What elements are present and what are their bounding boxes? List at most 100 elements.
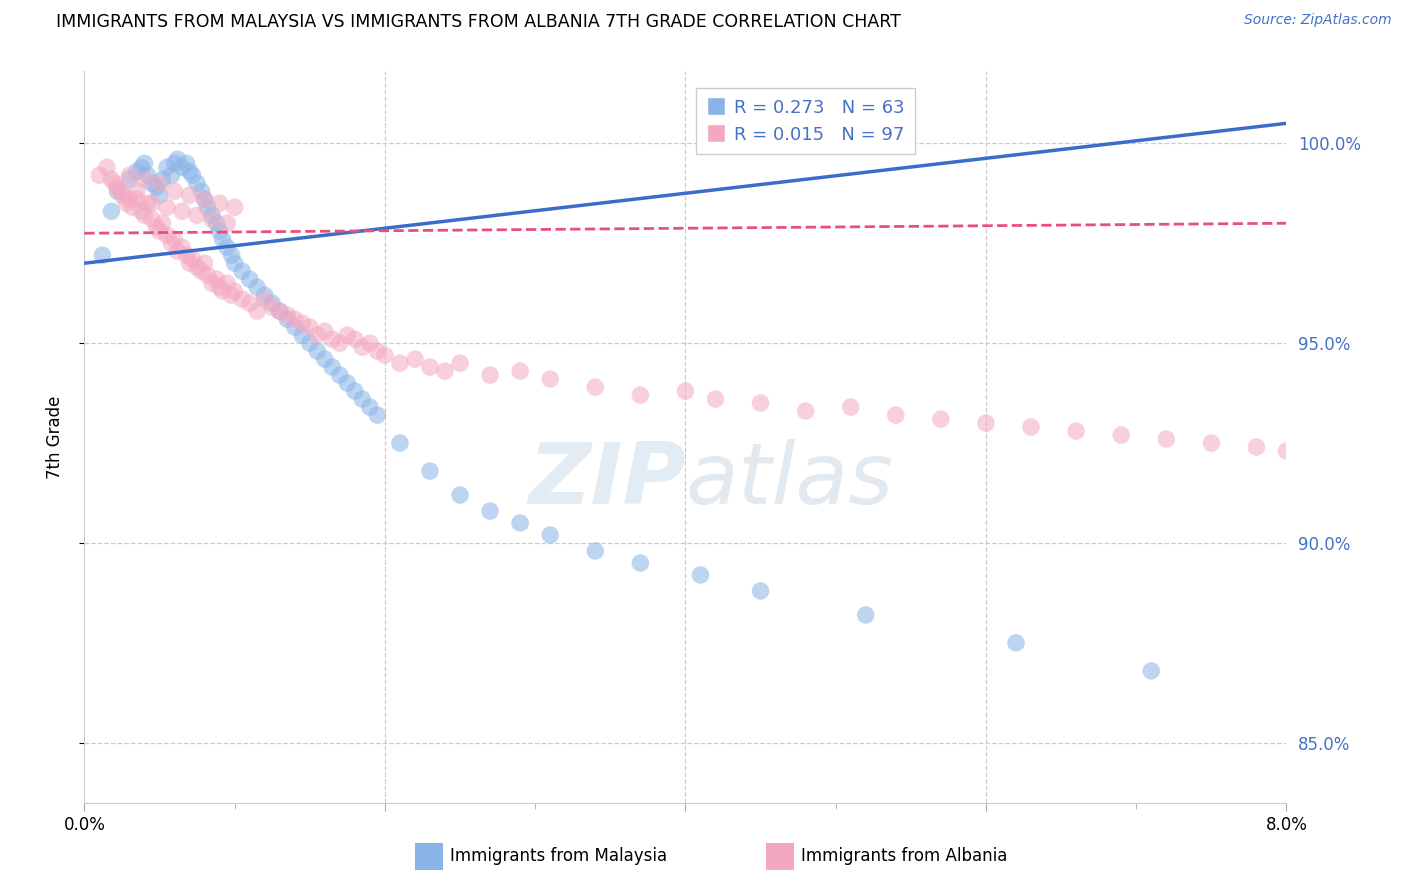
Text: Immigrants from Albania: Immigrants from Albania	[801, 847, 1008, 865]
Point	[479, 368, 502, 383]
Point	[704, 392, 727, 406]
Point	[186, 260, 208, 275]
Point	[148, 176, 170, 190]
Point	[91, 248, 114, 262]
Point	[125, 184, 148, 198]
Point	[231, 264, 253, 278]
Point	[134, 156, 156, 170]
Point	[160, 236, 183, 251]
Point	[329, 368, 352, 383]
Point	[141, 176, 163, 190]
Point	[269, 304, 291, 318]
Point	[689, 568, 711, 582]
Point	[628, 388, 651, 402]
Text: IMMIGRANTS FROM MALAYSIA VS IMMIGRANTS FROM ALBANIA 7TH GRADE CORRELATION CHART: IMMIGRANTS FROM MALAYSIA VS IMMIGRANTS F…	[56, 13, 901, 31]
Point	[352, 392, 374, 406]
Point	[253, 292, 276, 306]
Point	[262, 296, 284, 310]
Point	[336, 328, 359, 343]
Point	[205, 216, 228, 230]
Point	[136, 196, 159, 211]
Point	[152, 172, 174, 186]
Point	[107, 180, 129, 194]
Point	[749, 584, 772, 599]
Point	[125, 164, 148, 178]
Point	[141, 196, 163, 211]
Point	[190, 264, 212, 278]
Point	[374, 348, 396, 362]
Point	[224, 200, 246, 214]
Point	[449, 488, 471, 502]
Point	[131, 204, 153, 219]
Point	[794, 404, 817, 418]
Point	[224, 256, 246, 270]
Point	[148, 224, 170, 238]
Point	[284, 312, 307, 326]
Point	[118, 172, 141, 186]
Point	[284, 320, 307, 334]
Point	[262, 300, 284, 314]
Point	[884, 408, 907, 422]
Point	[509, 364, 531, 378]
Point	[208, 224, 231, 238]
Point	[201, 208, 224, 222]
Point	[179, 188, 201, 202]
Point	[170, 240, 193, 254]
Point	[1156, 432, 1178, 446]
Point	[419, 464, 441, 478]
Point	[749, 396, 772, 410]
Point	[974, 416, 997, 430]
Point	[419, 360, 441, 375]
Point	[1109, 428, 1132, 442]
Point	[181, 169, 204, 183]
Point	[479, 504, 502, 518]
Point	[583, 380, 606, 394]
Legend: R = 0.273   N = 63, R = 0.015   N = 97: R = 0.273 N = 63, R = 0.015 N = 97	[696, 87, 915, 154]
Point	[246, 280, 269, 294]
Point	[197, 200, 219, 214]
Point	[343, 384, 366, 398]
Point	[134, 208, 156, 222]
Point	[538, 372, 561, 386]
Point	[224, 284, 246, 298]
Point	[156, 161, 179, 175]
Point	[170, 161, 193, 175]
Point	[194, 192, 217, 206]
Point	[538, 528, 561, 542]
Point	[201, 276, 224, 290]
Point	[675, 384, 697, 398]
Point	[190, 184, 212, 198]
Point	[176, 156, 198, 170]
Point	[1246, 440, 1268, 454]
Point	[239, 272, 262, 286]
Point	[107, 184, 129, 198]
Bar	[415, 843, 443, 870]
Point	[276, 312, 298, 326]
Point	[118, 169, 141, 183]
Point	[208, 196, 231, 211]
Point	[156, 228, 179, 243]
Point	[89, 169, 111, 183]
Point	[231, 292, 253, 306]
Point	[246, 304, 269, 318]
Point	[121, 200, 143, 214]
Point	[166, 153, 188, 167]
Point	[145, 180, 167, 194]
Point	[628, 556, 651, 570]
Point	[352, 340, 374, 354]
Text: Source: ZipAtlas.com: Source: ZipAtlas.com	[1244, 13, 1392, 28]
Point	[152, 216, 174, 230]
Text: Immigrants from Malaysia: Immigrants from Malaysia	[450, 847, 666, 865]
Point	[211, 232, 233, 246]
Point	[141, 212, 163, 227]
Point	[366, 408, 388, 422]
Y-axis label: 7th Grade: 7th Grade	[45, 395, 63, 479]
Point	[404, 352, 426, 367]
Point	[221, 288, 243, 302]
Point	[148, 188, 170, 202]
Point	[170, 204, 193, 219]
Bar	[766, 843, 794, 870]
Point	[336, 376, 359, 391]
Point	[449, 356, 471, 370]
Point	[276, 308, 298, 322]
